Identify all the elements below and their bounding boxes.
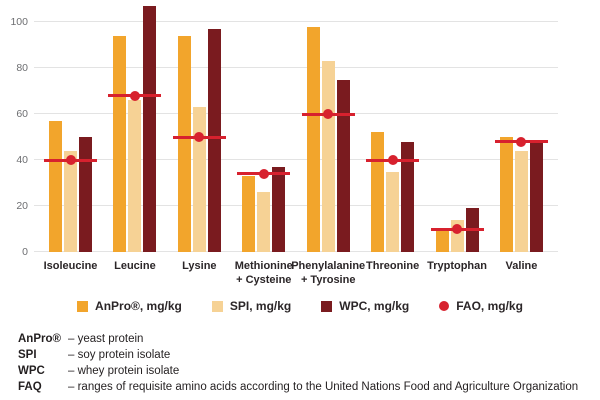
category-label: Lysine (178, 260, 221, 288)
fao-range-dot (194, 132, 205, 142)
x-axis-category-labels: Isoleucine Leucine Lysine Methionine + Cyste… (34, 260, 558, 288)
gridline-80 (34, 67, 558, 68)
chart-legend: AnPro®, mg/kg SPI, mg/kg WPC, mg/kg FAO, mg… (0, 299, 600, 313)
bar-spi (321, 61, 335, 252)
y-tick-label-0: 0 (22, 246, 28, 258)
y-tick-label-100: 100 (10, 16, 28, 28)
bar-wpc (143, 5, 157, 252)
bar-wpc (79, 137, 92, 252)
category-label: Tryptophan (427, 260, 487, 288)
category-label: Isoleucine (44, 260, 98, 288)
legend-item-spi: SPI, mg/kg (211, 299, 292, 313)
bar-group-phenylalanine-tyrosine (301, 4, 355, 252)
bar-spi (192, 107, 206, 252)
legend-label: AnPro®, mg/kg (95, 299, 182, 313)
legend-square-icon (321, 300, 333, 312)
fao-range-dot (452, 224, 463, 234)
category-label-line: Lysine (182, 260, 217, 272)
bar-wpc (401, 141, 415, 252)
legend-label: FAO, mg/kg (456, 299, 523, 313)
category-label: Methionine + Cysteine (235, 260, 293, 288)
footnote-row: SPI – soy protein isolate (18, 347, 592, 363)
category-label: Valine (500, 260, 543, 288)
legend-square-icon (211, 300, 223, 312)
fao-range-dot (129, 90, 140, 101)
bar-spi (514, 150, 528, 252)
footnote-term: WPC (18, 365, 45, 377)
bar-group-tryptophan (430, 4, 484, 252)
legend-item-fao: FAO, mg/kg (439, 299, 523, 313)
gridline-60 (34, 113, 558, 114)
legend-dot-icon (439, 301, 450, 311)
category-label-line: Isoleucine (43, 260, 98, 272)
fao-range-dot (65, 155, 76, 165)
legend-label: SPI, mg/kg (229, 299, 292, 313)
fao-range-dot (387, 155, 398, 165)
y-tick-label-60: 60 (16, 108, 28, 120)
gridline-100 (34, 21, 558, 22)
footnote-term: AnPro® (18, 333, 61, 345)
fao-range-dot (516, 136, 527, 147)
legend-square-icon (77, 300, 89, 312)
y-tick-label-20: 20 (16, 200, 28, 212)
footnote-row: AnPro® – yeast protein (18, 331, 592, 347)
bar-anpro (177, 35, 191, 252)
bar-wpc (336, 79, 350, 252)
bar-groups (34, 4, 558, 252)
bar-spi (386, 171, 400, 252)
footnote-definition: – whey protein isolate (68, 365, 180, 377)
y-tick-label-40: 40 (16, 154, 28, 166)
y-tick-label-80: 80 (16, 62, 28, 74)
bar-wpc (207, 28, 221, 252)
legend-item-wpc: WPC, mg/kg (321, 299, 409, 313)
plot-area (34, 4, 558, 252)
bar-anpro (499, 137, 513, 252)
footnote-definition: – ranges of requisite amino acids accord… (68, 381, 579, 393)
bar-wpc (272, 166, 286, 252)
bar-anpro (113, 35, 127, 252)
gridline-40 (34, 159, 558, 160)
footnote-definition: – soy protein isolate (68, 349, 171, 361)
category-label: Phenylalanine + Tyrosine (291, 260, 365, 288)
bar-spi (128, 100, 142, 252)
bar-spi (64, 150, 77, 252)
bar-anpro (435, 231, 449, 252)
category-label-line: Threonine (366, 260, 420, 272)
bar-group-lysine (172, 4, 226, 252)
gridline-20 (34, 205, 558, 206)
category-label-line: + Tyrosine (300, 273, 356, 286)
bar-anpro (306, 26, 320, 252)
bar-anpro (49, 120, 62, 252)
bar-group-valine (494, 4, 548, 252)
footnote-row: WPC – whey protein isolate (18, 363, 592, 379)
footnote-definition: – yeast protein (68, 333, 144, 345)
footnote-term: SPI (18, 349, 37, 361)
category-label: Leucine (113, 260, 156, 288)
legend-label: WPC, mg/kg (339, 299, 410, 313)
bar-spi (257, 192, 271, 252)
category-label-line: Valine (505, 260, 538, 272)
footnote-term: FAQ (18, 381, 42, 393)
bar-anpro (371, 132, 385, 252)
category-label-line: + Cysteine (236, 273, 292, 286)
bar-group-isoleucine (44, 4, 97, 252)
category-label-line: Leucine (114, 260, 156, 272)
gridline-0 (34, 251, 558, 252)
category-label-line: Phenylalanine (291, 260, 366, 272)
bar-group-methionine-cysteine (237, 4, 291, 252)
bar-group-threonine (366, 4, 420, 252)
category-label-line: Methionine (234, 260, 293, 272)
footnote-row: FAQ – ranges of requisite amino acids acc… (18, 379, 592, 395)
bar-anpro (242, 176, 256, 252)
bar-wpc (529, 141, 543, 252)
bar-group-leucine (108, 4, 162, 252)
category-label-line: Tryptophan (427, 260, 487, 272)
legend-item-anpro: AnPro®, mg/kg (77, 299, 182, 313)
fao-range-dot (323, 109, 334, 119)
footnotes: AnPro® – yeast protein SPI – soy protein is… (18, 331, 592, 395)
category-label: Threonine (366, 260, 419, 288)
fao-range-dot (258, 168, 269, 179)
